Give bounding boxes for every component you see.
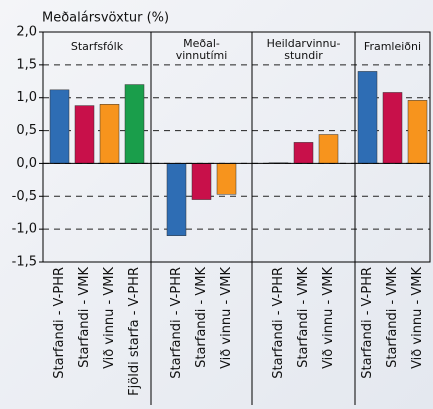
y-tick-label: -0,5 [12, 189, 37, 204]
x-tick-label: Starfandi - V-PHR [271, 267, 286, 379]
panel-title: vinnutími [176, 49, 228, 62]
bar [166, 163, 187, 236]
y-tick-label: 0,5 [16, 123, 37, 138]
bar [407, 100, 428, 164]
bar [191, 163, 212, 200]
x-tick-label: Starfandi - VMK [194, 267, 209, 368]
x-tick-label: Fjöldi starfa - V-PHR [127, 267, 142, 396]
x-tick-label: Starfandi - VMK [77, 267, 92, 368]
y-tick-label: -1,5 [12, 255, 37, 270]
x-tick-label: Við vinnu - VMK [102, 267, 117, 369]
y-tick-label: 1,0 [16, 90, 37, 105]
panel-title: Starfsfólk [71, 40, 124, 53]
x-tick-label: Starfandi - V-PHR [360, 267, 375, 379]
y-tick-label: -1,0 [12, 222, 37, 237]
x-tick-label: Starfandi - VMK [385, 267, 400, 368]
x-tick-label: Við vinnu - VMK [219, 267, 234, 369]
panel-title: Heildarvinnu- [267, 37, 341, 50]
panel-title: Meðal- [183, 37, 220, 50]
bar [74, 105, 95, 164]
bar [357, 71, 378, 164]
bar [99, 104, 120, 164]
bar [382, 92, 403, 164]
x-tick-label: Starfandi - V-PHR [169, 267, 184, 379]
bar [124, 84, 145, 164]
y-tick-label: 0,0 [16, 156, 37, 171]
plot-frame [42, 31, 431, 263]
bar [49, 89, 70, 164]
y-axis-title: Meðalársvöxtur (%) [42, 11, 169, 26]
y-tick-label: 1,5 [16, 57, 37, 72]
x-tick-label: Við vinnu - VMK [410, 267, 425, 369]
bar [216, 163, 237, 195]
x-tick-label: Starfandi - V-PHR [52, 267, 67, 379]
panel-title: stundir [284, 49, 323, 62]
bar [318, 134, 339, 164]
bar [293, 142, 314, 164]
x-tick-label: Starfandi - VMK [296, 267, 311, 368]
x-tick-label: Við vinnu - VMK [321, 267, 336, 369]
panel-title: Framleiðni [364, 40, 421, 53]
y-tick-label: 2,0 [16, 25, 37, 40]
